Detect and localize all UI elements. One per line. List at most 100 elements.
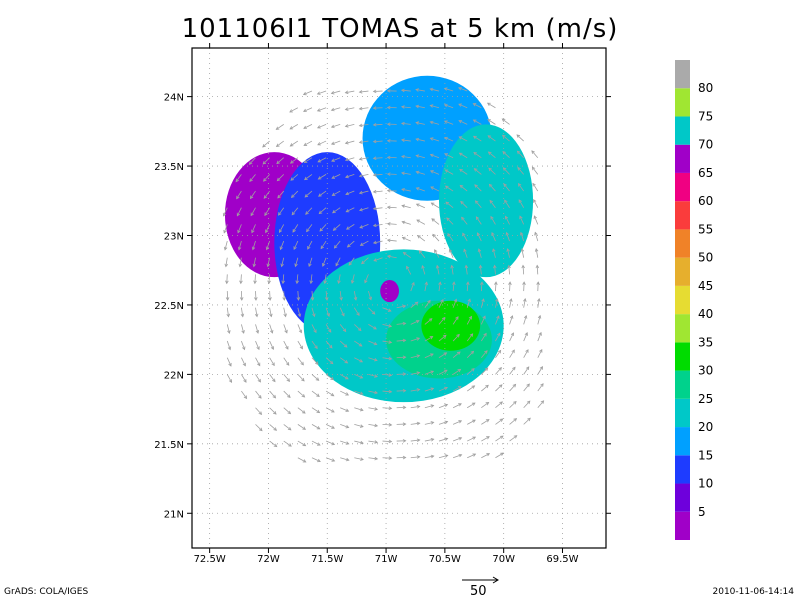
wind-vector-head <box>364 279 368 284</box>
wind-vector-head <box>374 374 378 378</box>
wind-vector <box>368 307 376 315</box>
y-tick-label: 21.5N <box>154 440 184 451</box>
wind-vector-head <box>324 297 329 301</box>
wind-vector-head <box>258 411 263 416</box>
wind-vector-head <box>374 440 379 444</box>
wind-vector <box>368 407 378 410</box>
wind-vector <box>517 150 524 158</box>
wind-vector-head <box>388 340 393 344</box>
wind-vector-head <box>223 246 228 251</box>
wind-vector-head <box>345 226 350 230</box>
wind-vector <box>452 386 462 392</box>
wind-vector <box>536 265 539 275</box>
wind-vector <box>252 240 256 250</box>
wind-vector <box>424 438 434 442</box>
wind-vector <box>373 223 383 227</box>
wind-vector <box>446 217 454 225</box>
wind-vector <box>360 240 369 246</box>
wind-vector-head <box>368 296 372 301</box>
wind-vector-head <box>300 361 304 366</box>
wind-vector <box>431 202 440 209</box>
wind-vector-head <box>484 367 489 372</box>
wind-vector <box>254 274 256 284</box>
wind-vector <box>532 166 539 175</box>
wind-vector-head <box>345 441 350 445</box>
y-tick-label: 21N <box>164 509 184 520</box>
chart-title: 101106I1 TOMAS at 5 km (m/s) <box>181 14 619 44</box>
wind-vector-head <box>481 298 485 303</box>
wind-vector-head <box>505 231 509 236</box>
wind-vector <box>507 248 510 258</box>
field-region-purple-center <box>380 279 399 303</box>
wind-vector-head <box>497 332 501 337</box>
wind-vector <box>226 374 232 383</box>
wind-vector <box>495 298 498 308</box>
wind-vector <box>297 340 303 349</box>
wind-vector <box>481 419 490 425</box>
wind-vector <box>505 216 510 225</box>
wind-vector-head <box>330 107 335 112</box>
wind-vector-head <box>458 87 462 91</box>
wind-vector <box>340 424 349 428</box>
wind-vector-head <box>402 372 407 376</box>
wind-vector-head <box>374 423 379 428</box>
wind-vector <box>509 367 516 375</box>
wind-vector <box>467 436 476 442</box>
wind-vector-head <box>401 204 406 208</box>
wind-vector <box>297 390 305 398</box>
wind-vector-head <box>373 358 378 362</box>
wind-vector <box>488 167 496 175</box>
wind-vector-head <box>331 192 336 196</box>
wind-vector-head <box>458 420 463 424</box>
wind-vector-head <box>359 207 363 212</box>
wind-vector <box>452 351 461 359</box>
wind-vector-head <box>254 297 258 301</box>
colorbar-cell <box>675 314 690 343</box>
wind-vector-head <box>416 404 421 409</box>
wind-vector <box>289 107 299 113</box>
wind-vector-head <box>327 329 332 333</box>
wind-vector-head <box>272 394 277 399</box>
wind-vector <box>465 265 468 275</box>
wind-vector-head <box>400 88 405 93</box>
wind-vector-head <box>525 366 530 370</box>
wind-vector-head <box>401 188 405 192</box>
wind-vector <box>345 90 355 94</box>
wind-vector-head <box>358 190 363 195</box>
wind-vector <box>283 340 289 350</box>
wind-vector <box>276 124 284 130</box>
wind-vector-head <box>335 262 339 267</box>
wind-vector-head <box>526 400 531 405</box>
wind-vector-head <box>374 456 379 461</box>
colorbar-cell <box>675 285 690 315</box>
wind-vector <box>346 207 355 213</box>
wind-vector <box>331 140 341 145</box>
wind-vector <box>283 424 292 431</box>
wind-vector <box>521 248 525 258</box>
wind-vector-head <box>536 281 540 285</box>
wind-vector-head <box>359 242 364 246</box>
wind-vector-head <box>531 166 536 171</box>
wind-vector-head <box>444 169 449 173</box>
wind-vector-head <box>371 311 376 315</box>
wind-vector <box>226 357 232 367</box>
wind-vector <box>479 265 482 275</box>
wind-vector-head <box>471 368 475 372</box>
wind-vector <box>461 217 468 225</box>
wind-vector-head <box>302 426 307 430</box>
colorbar-label: 70 <box>698 138 713 152</box>
wind-vector <box>304 174 313 181</box>
wind-vector-head <box>416 388 421 392</box>
wind-vector-head <box>256 346 260 351</box>
wind-vector-head <box>510 332 515 336</box>
wind-vector-head <box>359 375 364 379</box>
wind-vector <box>269 424 277 431</box>
wind-vector-head <box>388 324 393 328</box>
wind-vector-head <box>236 195 240 200</box>
wind-vector <box>249 174 256 182</box>
wind-vector-head <box>235 178 239 183</box>
wind-vector-head <box>269 329 274 334</box>
wind-vector-head <box>342 328 347 333</box>
colorbar-cell <box>675 370 690 399</box>
